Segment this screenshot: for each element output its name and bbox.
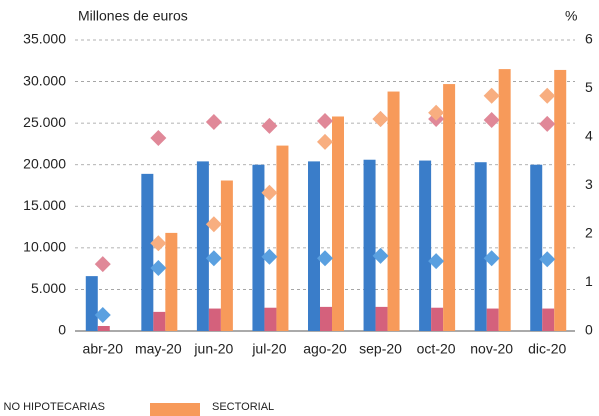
bar [498, 69, 511, 331]
x-tick-label: abr-20 [83, 341, 124, 357]
y-tick-label: 0 [58, 322, 66, 338]
bar [542, 308, 555, 331]
diamond-marker [261, 117, 278, 134]
diamond-marker [261, 248, 278, 265]
y2-tick-label: 4 [585, 128, 593, 144]
diamond-marker [539, 251, 556, 268]
bar [530, 164, 543, 331]
bar [252, 164, 265, 331]
diamond-marker [483, 250, 500, 267]
bar [419, 160, 432, 331]
diamond-marker [483, 112, 500, 129]
x-tick-label: jun-20 [193, 341, 233, 357]
y-tick-label: 15.000 [23, 197, 66, 213]
diamond-marker [150, 129, 167, 146]
bar [387, 91, 400, 331]
legend-label: SECTORIAL [212, 401, 274, 413]
bar [141, 173, 154, 331]
bar [85, 276, 98, 331]
diamond-marker [317, 133, 333, 150]
x-tick-label: oct-20 [417, 341, 456, 357]
diamond-marker [539, 87, 556, 104]
bar [375, 306, 388, 331]
y2-tick-label: 5 [585, 79, 593, 95]
y2-tick-label: 3 [585, 176, 593, 192]
bar [443, 84, 456, 332]
bar [308, 161, 320, 331]
y-tick-label: 10.000 [23, 239, 66, 255]
diamond-marker [94, 306, 111, 323]
bar [554, 69, 567, 331]
y-tick-label: 30.000 [23, 72, 66, 88]
bar [208, 308, 221, 331]
bar [165, 232, 178, 331]
diamond-marker [539, 115, 556, 132]
x-tick-label: may-20 [135, 341, 182, 357]
diamond-marker [205, 250, 222, 267]
y2-tick-label: 1 [585, 273, 593, 289]
bar [97, 326, 110, 331]
x-tick-label: nov-20 [470, 341, 513, 357]
bar [220, 180, 233, 331]
y-tick-label: 5.000 [31, 280, 66, 296]
bar [486, 308, 499, 331]
y2-tick-label: 6 [585, 31, 593, 47]
x-tick-label: ago-20 [303, 341, 347, 357]
bar [332, 116, 344, 332]
diamond-marker [372, 111, 389, 128]
bar [474, 162, 487, 331]
y2-tick-label: 0 [585, 322, 593, 338]
y2-axis-title: % [565, 8, 577, 24]
y2-tick-label: 2 [585, 225, 593, 241]
x-tick-label: dic-20 [528, 341, 566, 357]
diamond-marker [205, 216, 222, 233]
bar [153, 311, 166, 331]
diamond-marker [428, 104, 445, 121]
diamond-marker [150, 259, 167, 276]
x-tick-label: sep-20 [359, 341, 402, 357]
diamond-marker [261, 184, 278, 201]
y-tick-label: 20.000 [23, 155, 66, 171]
bar [320, 306, 332, 331]
bar [276, 145, 289, 331]
diamond-marker [150, 235, 167, 252]
diamond-marker [483, 87, 500, 104]
bar [431, 307, 444, 331]
diamond-marker [317, 112, 333, 129]
diamond-marker [94, 256, 111, 273]
y-tick-label: 25.000 [23, 114, 66, 130]
legend-swatch [150, 403, 200, 416]
y-axis-title: Millones de euros [78, 8, 188, 24]
bar [264, 307, 277, 331]
diamond-marker [317, 250, 333, 267]
bar [363, 159, 376, 331]
y-tick-label: 35.000 [23, 31, 66, 47]
legend-label: NO HIPOTECARIAS [4, 401, 105, 413]
diamond-marker [428, 253, 445, 270]
diamond-marker [372, 247, 389, 264]
bar [196, 161, 209, 331]
x-tick-label: jul-20 [251, 341, 286, 357]
diamond-marker [205, 113, 222, 130]
